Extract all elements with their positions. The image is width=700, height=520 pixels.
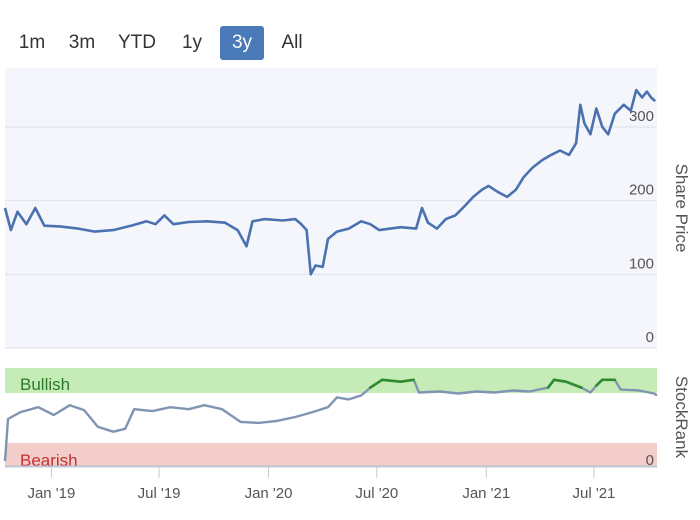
range-button-all[interactable]: All	[270, 26, 314, 60]
price-panel-background	[5, 68, 657, 348]
stockrank-bullish-segment	[546, 378, 556, 389]
x-tick-label: Jul '19	[138, 485, 181, 502]
bearish-band	[5, 443, 657, 466]
stockrank-bullish-segment	[564, 380, 583, 389]
x-axis: Jan '19 Jul '19 Jan '20 Jul '20 Jan '21 Jul '…	[27, 467, 615, 502]
x-tick-label: Jul '20	[355, 485, 398, 502]
range-selector: 1m 3m YTD 1y 3y All	[10, 26, 320, 60]
price-y-tick-labels: 0 100 200 300	[629, 108, 654, 346]
range-button-3m[interactable]: 3m	[60, 26, 104, 60]
stockrank-bullish-segment	[399, 378, 416, 384]
stockrank-line	[3, 378, 658, 462]
price-y-tick-label: 100	[629, 255, 654, 272]
range-button-1m[interactable]: 1m	[10, 26, 54, 60]
stockrank-bullish-segment	[552, 378, 568, 384]
price-y-tick-label: 300	[629, 108, 654, 125]
range-button-ytd[interactable]: YTD	[110, 26, 164, 60]
stockrank-bullish-segments	[368, 378, 617, 389]
rank-y-tick-0: 0	[646, 452, 654, 469]
bullish-label: Bullish	[20, 375, 70, 394]
price-y-tick-label: 0	[646, 329, 654, 346]
share-price-axis-label: Share Price	[672, 164, 691, 253]
price-gridlines	[5, 126, 657, 349]
share-price-line	[3, 88, 657, 276]
bearish-label: Bearish	[20, 451, 78, 470]
stockrank-bullish-segment	[594, 378, 604, 387]
x-tick-label: Jul '21	[572, 485, 615, 502]
range-button-3y[interactable]: 3y	[220, 26, 264, 60]
x-tick-label: Jan '19	[27, 485, 75, 502]
price-y-tick-label: 200	[629, 182, 654, 199]
stockrank-bullish-segment	[380, 378, 402, 384]
range-button-1y[interactable]: 1y	[170, 26, 214, 60]
x-tick-label: Jan '21	[462, 485, 510, 502]
stockrank-axis-label: StockRank	[672, 376, 691, 459]
stockrank-bullish-segment	[368, 378, 384, 389]
x-tick-label: Jan '20	[245, 485, 293, 502]
